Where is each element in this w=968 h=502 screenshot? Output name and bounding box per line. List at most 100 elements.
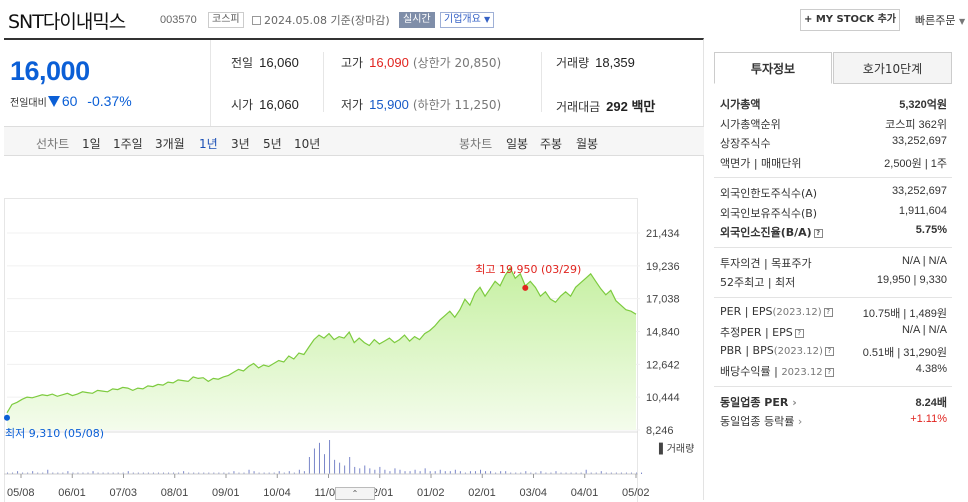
- y-tick-label: 14,840: [646, 327, 680, 339]
- tab-hoga-10[interactable]: 호가10단계: [833, 52, 952, 84]
- info-value: 코스피 362위: [885, 116, 947, 132]
- volume-bar: [339, 463, 340, 474]
- tab-1w[interactable]: 1주일: [113, 135, 143, 152]
- info-key: 외국인한도주식수(A): [720, 185, 817, 201]
- line-chart-label[interactable]: 선차트: [36, 135, 69, 152]
- info-key: PBR | BPS(2023.12)?: [720, 344, 834, 357]
- volume-bar: [334, 460, 335, 474]
- volume-bar: [309, 457, 310, 474]
- info-key-text: 투자의견 | 목표주가: [720, 257, 812, 270]
- info-key-text: 추정PER | EPS: [720, 326, 793, 339]
- info-key-text: 상장주식수: [720, 137, 771, 150]
- info-value: 33,252,697: [892, 185, 947, 197]
- volume-bar: [586, 470, 587, 474]
- chevron-right-icon[interactable]: ›: [788, 396, 796, 409]
- volume-bar: [344, 466, 345, 475]
- max-label: 최고 19,950 (03/29): [475, 263, 581, 276]
- group-divider: [714, 297, 952, 298]
- help-icon[interactable]: ?: [795, 329, 804, 338]
- market-tag: 코스피: [208, 12, 244, 28]
- candle-chart-label[interactable]: 봉차트: [459, 135, 492, 152]
- x-tick-label: 07/03: [110, 487, 138, 499]
- date-suffix: 기준(장마감): [330, 14, 389, 27]
- tab-3y[interactable]: 3년: [231, 135, 250, 152]
- info-key-text: 동일업종 PER: [720, 396, 788, 409]
- amount-value: 292 백만: [606, 99, 655, 114]
- help-icon[interactable]: ?: [825, 347, 834, 356]
- info-key-text: 시가총액: [720, 98, 760, 111]
- open-price: 시가 16,060: [231, 96, 299, 113]
- current-price: 16,000: [10, 56, 90, 87]
- info-row: PER | EPS(2023.12)?10.75배 | 1,489원: [714, 303, 952, 323]
- tab-1y[interactable]: 1년: [199, 135, 218, 152]
- realtime-button[interactable]: 실시간: [399, 12, 435, 28]
- volume-bar: [329, 440, 330, 474]
- open-value: 16,060: [259, 97, 299, 112]
- info-key-text: PER | EPS: [720, 305, 773, 318]
- info-key-text: 52주최고 | 최저: [720, 276, 795, 289]
- tab-weekly[interactable]: 주봉: [540, 135, 562, 152]
- info-value: 8.24배: [915, 394, 947, 410]
- x-tick-label: 08/01: [161, 487, 189, 499]
- company-overview-label: 기업개요: [444, 14, 481, 25]
- company-overview-button[interactable]: 기업개요 ▼: [440, 12, 494, 28]
- add-mystock-button[interactable]: + MY STOCK 추가: [800, 9, 900, 31]
- volume-bar: [364, 466, 365, 475]
- info-key-text: 외국인보유주식수(B): [720, 207, 817, 220]
- tab-investment-info[interactable]: 투자정보: [714, 52, 832, 84]
- volume-bar: [359, 468, 360, 474]
- expand-chart-button[interactable]: ⌃: [335, 487, 375, 500]
- volume-value: 18,359: [595, 55, 635, 70]
- volume-bar: [425, 468, 426, 474]
- divider: [541, 52, 542, 112]
- info-key: 시가총액순위: [720, 116, 781, 132]
- info-row: 동일업종 PER › 8.24배: [714, 392, 952, 412]
- tab-daily[interactable]: 일봉: [506, 135, 528, 152]
- help-icon[interactable]: ?: [824, 308, 833, 317]
- y-tick-label: 8,246: [646, 425, 674, 437]
- info-value: 19,950 | 9,330: [877, 274, 947, 286]
- volume-bar: [299, 470, 300, 474]
- y-tick-label: 10,444: [646, 392, 680, 404]
- open-label: 시가: [231, 98, 253, 112]
- info-value: N/A | N/A: [902, 324, 947, 336]
- volume-bar: [319, 443, 320, 474]
- info-value: +1.11%: [910, 413, 947, 425]
- tab-monthly[interactable]: 월봉: [576, 135, 598, 152]
- down-triangle-icon: [48, 96, 60, 107]
- info-value: 5,320억원: [899, 96, 947, 112]
- price-chart-svg: 21,43419,23617,03814,84012,64210,4448,24…: [4, 168, 704, 502]
- info-key-text: 시가총액순위: [720, 118, 781, 131]
- x-tick-label: 01/02: [417, 487, 445, 499]
- info-key-period: 2023.12: [781, 367, 822, 378]
- info-row: 추정PER | EPS? N/A | N/A: [714, 322, 952, 342]
- info-key-text: PBR | BPS: [720, 344, 774, 357]
- info-value: 10.75배 | 1,489원: [863, 305, 947, 321]
- volume-bar: [369, 468, 370, 474]
- lower-limit: (하한가 11,250): [413, 98, 501, 112]
- info-row: 동일업종 등락률 ›+1.11%: [714, 411, 952, 431]
- tab-10y[interactable]: 10년: [294, 135, 320, 152]
- tab-5y[interactable]: 5년: [263, 135, 282, 152]
- tab-3m[interactable]: 3개월: [155, 135, 185, 152]
- y-tick-label: 21,434: [646, 228, 680, 240]
- info-key-text: 액면가 | 매매단위: [720, 157, 802, 170]
- info-key: 동일업종 PER ›: [720, 394, 797, 410]
- volume-bar: [324, 454, 325, 474]
- chevron-right-icon[interactable]: ›: [794, 415, 802, 428]
- quick-order-button[interactable]: 빠른주문 ▼: [915, 12, 965, 28]
- info-row: 52주최고 | 최저 19,950 | 9,330: [714, 272, 952, 292]
- tab-1d[interactable]: 1일: [82, 135, 101, 152]
- info-value: 0.51배 | 31,290원: [863, 344, 947, 360]
- min-label: 최저 9,310 (05/08): [5, 427, 104, 440]
- help-icon[interactable]: ?: [825, 368, 834, 377]
- help-icon[interactable]: ?: [814, 229, 823, 238]
- x-tick-label: 05/08: [7, 487, 35, 499]
